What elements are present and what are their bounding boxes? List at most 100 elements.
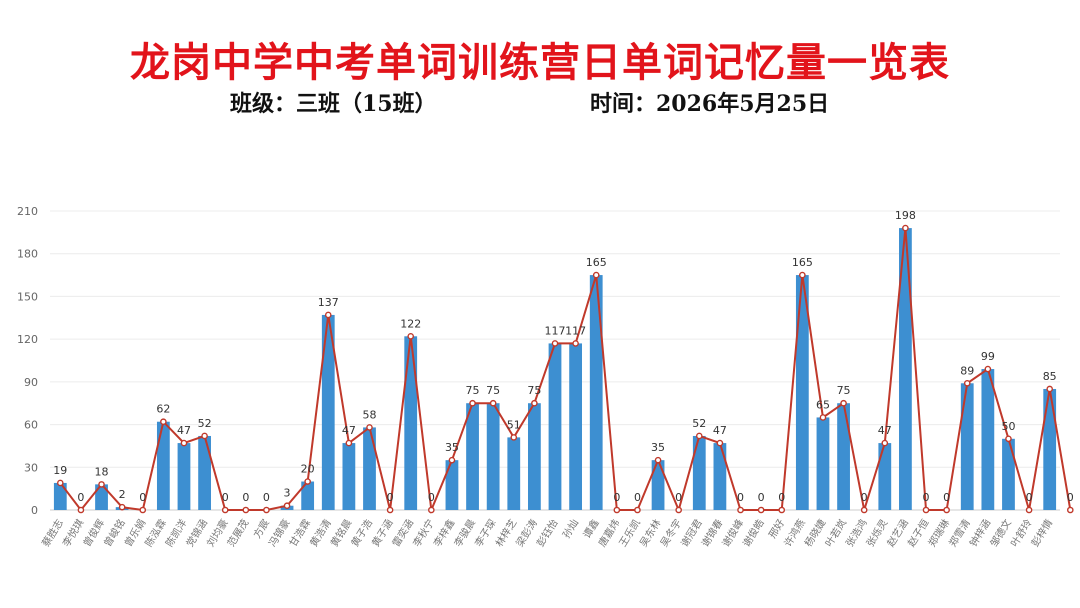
line-point <box>716 439 724 447</box>
data-label: 75 <box>466 384 480 397</box>
line-point <box>366 424 373 431</box>
line-point <box>551 340 559 347</box>
bar <box>404 336 418 510</box>
line-point <box>943 506 950 514</box>
line-point <box>963 379 971 387</box>
data-label: 58 <box>362 408 376 421</box>
y-tick-label: 30 <box>24 461 38 474</box>
data-label: 47 <box>878 424 892 437</box>
x-tick-label: 谭鑫 <box>580 517 602 541</box>
data-label: 0 <box>778 491 785 504</box>
data-label: 165 <box>792 256 813 269</box>
line-point <box>180 439 188 447</box>
line-point <box>654 456 662 464</box>
data-label: 62 <box>156 403 170 416</box>
line-point <box>57 479 64 487</box>
bar <box>589 275 603 510</box>
x-tick-label: 邢好 <box>767 517 788 540</box>
line-point <box>263 506 270 514</box>
y-tick-label: 0 <box>31 504 38 517</box>
data-label: 0 <box>613 491 620 504</box>
x-tick-label: 范展茂 <box>224 517 251 549</box>
data-label: 0 <box>428 491 435 504</box>
data-label: 0 <box>139 491 146 504</box>
bar <box>1002 438 1015 510</box>
data-label: 65 <box>816 398 830 411</box>
line-point <box>98 481 105 488</box>
line-point <box>902 224 909 232</box>
data-label: 198 <box>895 209 916 222</box>
line-point <box>407 332 415 340</box>
line-point <box>819 414 827 421</box>
line-point <box>324 311 332 319</box>
line-point <box>984 365 992 373</box>
data-label: 2 <box>119 488 126 501</box>
bar <box>445 460 459 510</box>
line-point <box>695 432 703 440</box>
data-label: 35 <box>445 441 459 454</box>
data-label: 50 <box>1001 420 1015 433</box>
data-label: 0 <box>222 491 229 504</box>
bar <box>960 383 974 510</box>
data-label: 117 <box>545 324 566 337</box>
data-label: 20 <box>301 463 315 476</box>
bar <box>981 369 995 510</box>
line-point <box>428 506 435 514</box>
data-label: 0 <box>758 491 765 504</box>
line-point <box>221 506 229 514</box>
bar <box>156 421 170 510</box>
bar <box>795 275 809 510</box>
data-label: 47 <box>713 424 727 437</box>
data-label: 75 <box>486 384 500 397</box>
bar <box>466 403 479 510</box>
bar <box>321 314 335 510</box>
line-point <box>757 506 765 514</box>
bar <box>53 482 67 510</box>
line-point <box>1005 435 1012 443</box>
line-point <box>77 506 85 514</box>
line-point <box>613 506 621 514</box>
line-point <box>118 503 126 511</box>
line-point <box>531 399 538 407</box>
line-point <box>1025 506 1033 514</box>
line-point <box>799 271 806 279</box>
data-label: 0 <box>634 491 641 504</box>
line-point <box>201 432 208 440</box>
bar <box>1043 388 1057 510</box>
data-label: 0 <box>923 491 930 504</box>
x-tick-label: 谢俊皓 <box>740 517 767 549</box>
data-label: 0 <box>263 491 270 504</box>
time-info: 时间：2026年5月25日 <box>590 91 830 117</box>
class-info: 班级：三班（15班） <box>230 91 437 117</box>
line-point <box>572 340 579 347</box>
data-label: 0 <box>1067 491 1074 504</box>
bar <box>692 435 706 510</box>
line-point <box>675 506 682 514</box>
data-label: 89 <box>960 364 974 377</box>
bar <box>713 443 727 510</box>
series-line <box>59 227 1072 514</box>
data-label: 19 <box>53 464 67 477</box>
data-label: 52 <box>198 417 212 430</box>
line-point <box>1046 385 1053 393</box>
bar <box>651 460 665 510</box>
data-label: 47 <box>177 424 191 437</box>
data-label: 52 <box>692 417 706 430</box>
data-label: 75 <box>527 384 541 397</box>
line-point <box>592 271 600 279</box>
line-point <box>1067 506 1074 514</box>
line-point <box>283 502 291 510</box>
bar <box>95 484 108 510</box>
data-label: 0 <box>861 491 868 504</box>
line-point <box>242 506 250 514</box>
data-label: 47 <box>342 424 356 437</box>
bar <box>177 443 191 510</box>
line-point <box>778 506 786 514</box>
bar <box>837 403 850 510</box>
data-label: 85 <box>1043 370 1057 383</box>
bar <box>878 443 892 510</box>
bar <box>486 403 500 510</box>
bar <box>198 435 211 510</box>
